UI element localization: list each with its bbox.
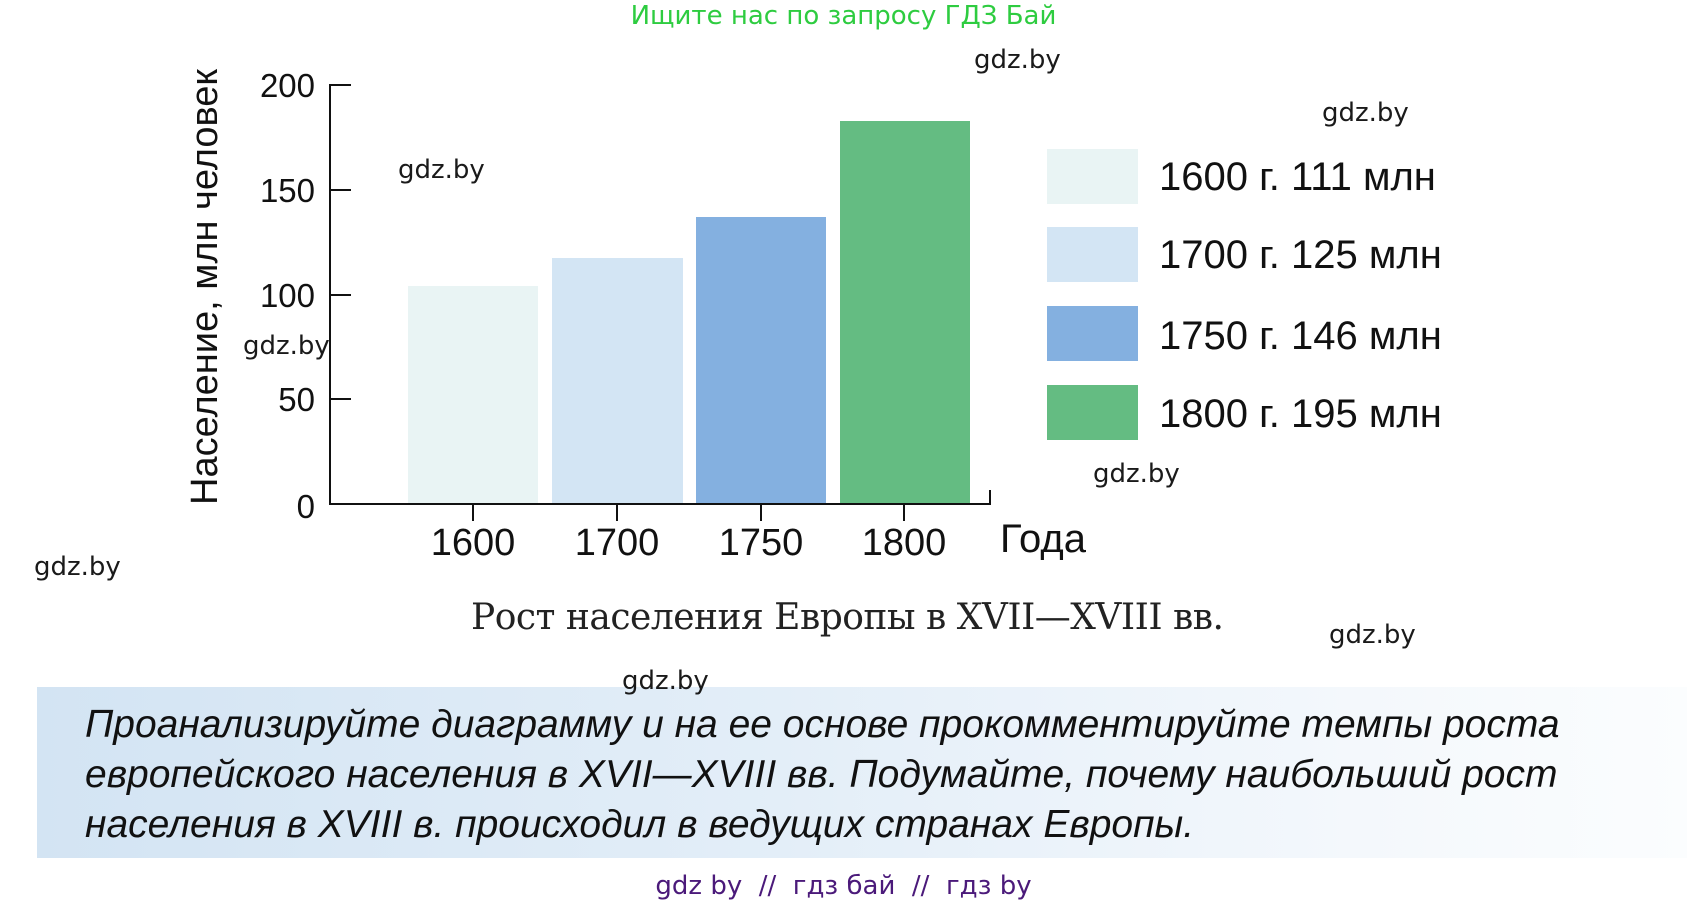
x-tick	[903, 505, 905, 521]
x-axis-end-tick	[989, 490, 991, 505]
task-box	[37, 687, 1687, 858]
legend-swatch-1800	[1047, 385, 1138, 440]
legend-label: 1800 г. 195 млн	[1159, 392, 1442, 436]
watermark: gdz.by	[34, 552, 121, 582]
y-tick	[331, 189, 351, 191]
y-tick-label: 0	[296, 488, 315, 525]
watermark: gdz.by	[398, 155, 485, 185]
search-hint-banner: Ищите нас по запросу ГДЗ Бай	[630, 1, 1057, 31]
chart-caption: Рост населения Европы в XVII—XVIII вв.	[471, 597, 1224, 638]
y-tick	[331, 398, 351, 400]
bar-1600	[408, 286, 538, 503]
x-tick-label: 1700	[574, 522, 660, 564]
y-axis-title: Население, млн человек	[184, 69, 226, 505]
x-tick-label: 1750	[718, 522, 804, 564]
x-tick	[760, 505, 762, 521]
bar-1700	[552, 258, 683, 503]
legend-swatch-1600	[1047, 149, 1138, 204]
watermark: gdz.by	[1093, 459, 1180, 489]
x-axis-line	[329, 503, 991, 505]
x-tick	[472, 505, 474, 521]
y-tick-label: 100	[259, 277, 315, 314]
watermark: gdz.by	[243, 331, 330, 361]
y-axis-line	[329, 84, 331, 505]
y-tick-label: 50	[278, 381, 315, 418]
y-tick	[331, 294, 351, 296]
y-tick-label: 200	[259, 67, 315, 104]
watermark: gdz.by	[1322, 98, 1409, 128]
watermark: gdz.by	[974, 45, 1061, 75]
legend-label: 1750 г. 146 млн	[1159, 314, 1442, 358]
legend-swatch-1700	[1047, 227, 1138, 282]
x-tick	[616, 505, 618, 521]
x-axis-title: Года	[1000, 517, 1086, 561]
bar-1800	[840, 121, 970, 503]
task-text: Проанализируйте диаграмму и на ее основе…	[85, 703, 1560, 846]
x-tick-label: 1600	[430, 522, 516, 564]
footer-banner: gdz by // гдз бай // гдз by	[655, 871, 1032, 901]
bar-1750	[696, 217, 826, 503]
y-tick-label: 150	[259, 172, 315, 209]
legend-swatch-1750	[1047, 306, 1138, 361]
watermark: gdz.by	[622, 666, 709, 696]
y-tick	[331, 84, 351, 86]
x-tick-label: 1800	[861, 522, 947, 564]
legend-label: 1600 г. 111 млн	[1159, 155, 1436, 199]
legend-label: 1700 г. 125 млн	[1159, 233, 1442, 277]
watermark: gdz.by	[1329, 620, 1416, 650]
